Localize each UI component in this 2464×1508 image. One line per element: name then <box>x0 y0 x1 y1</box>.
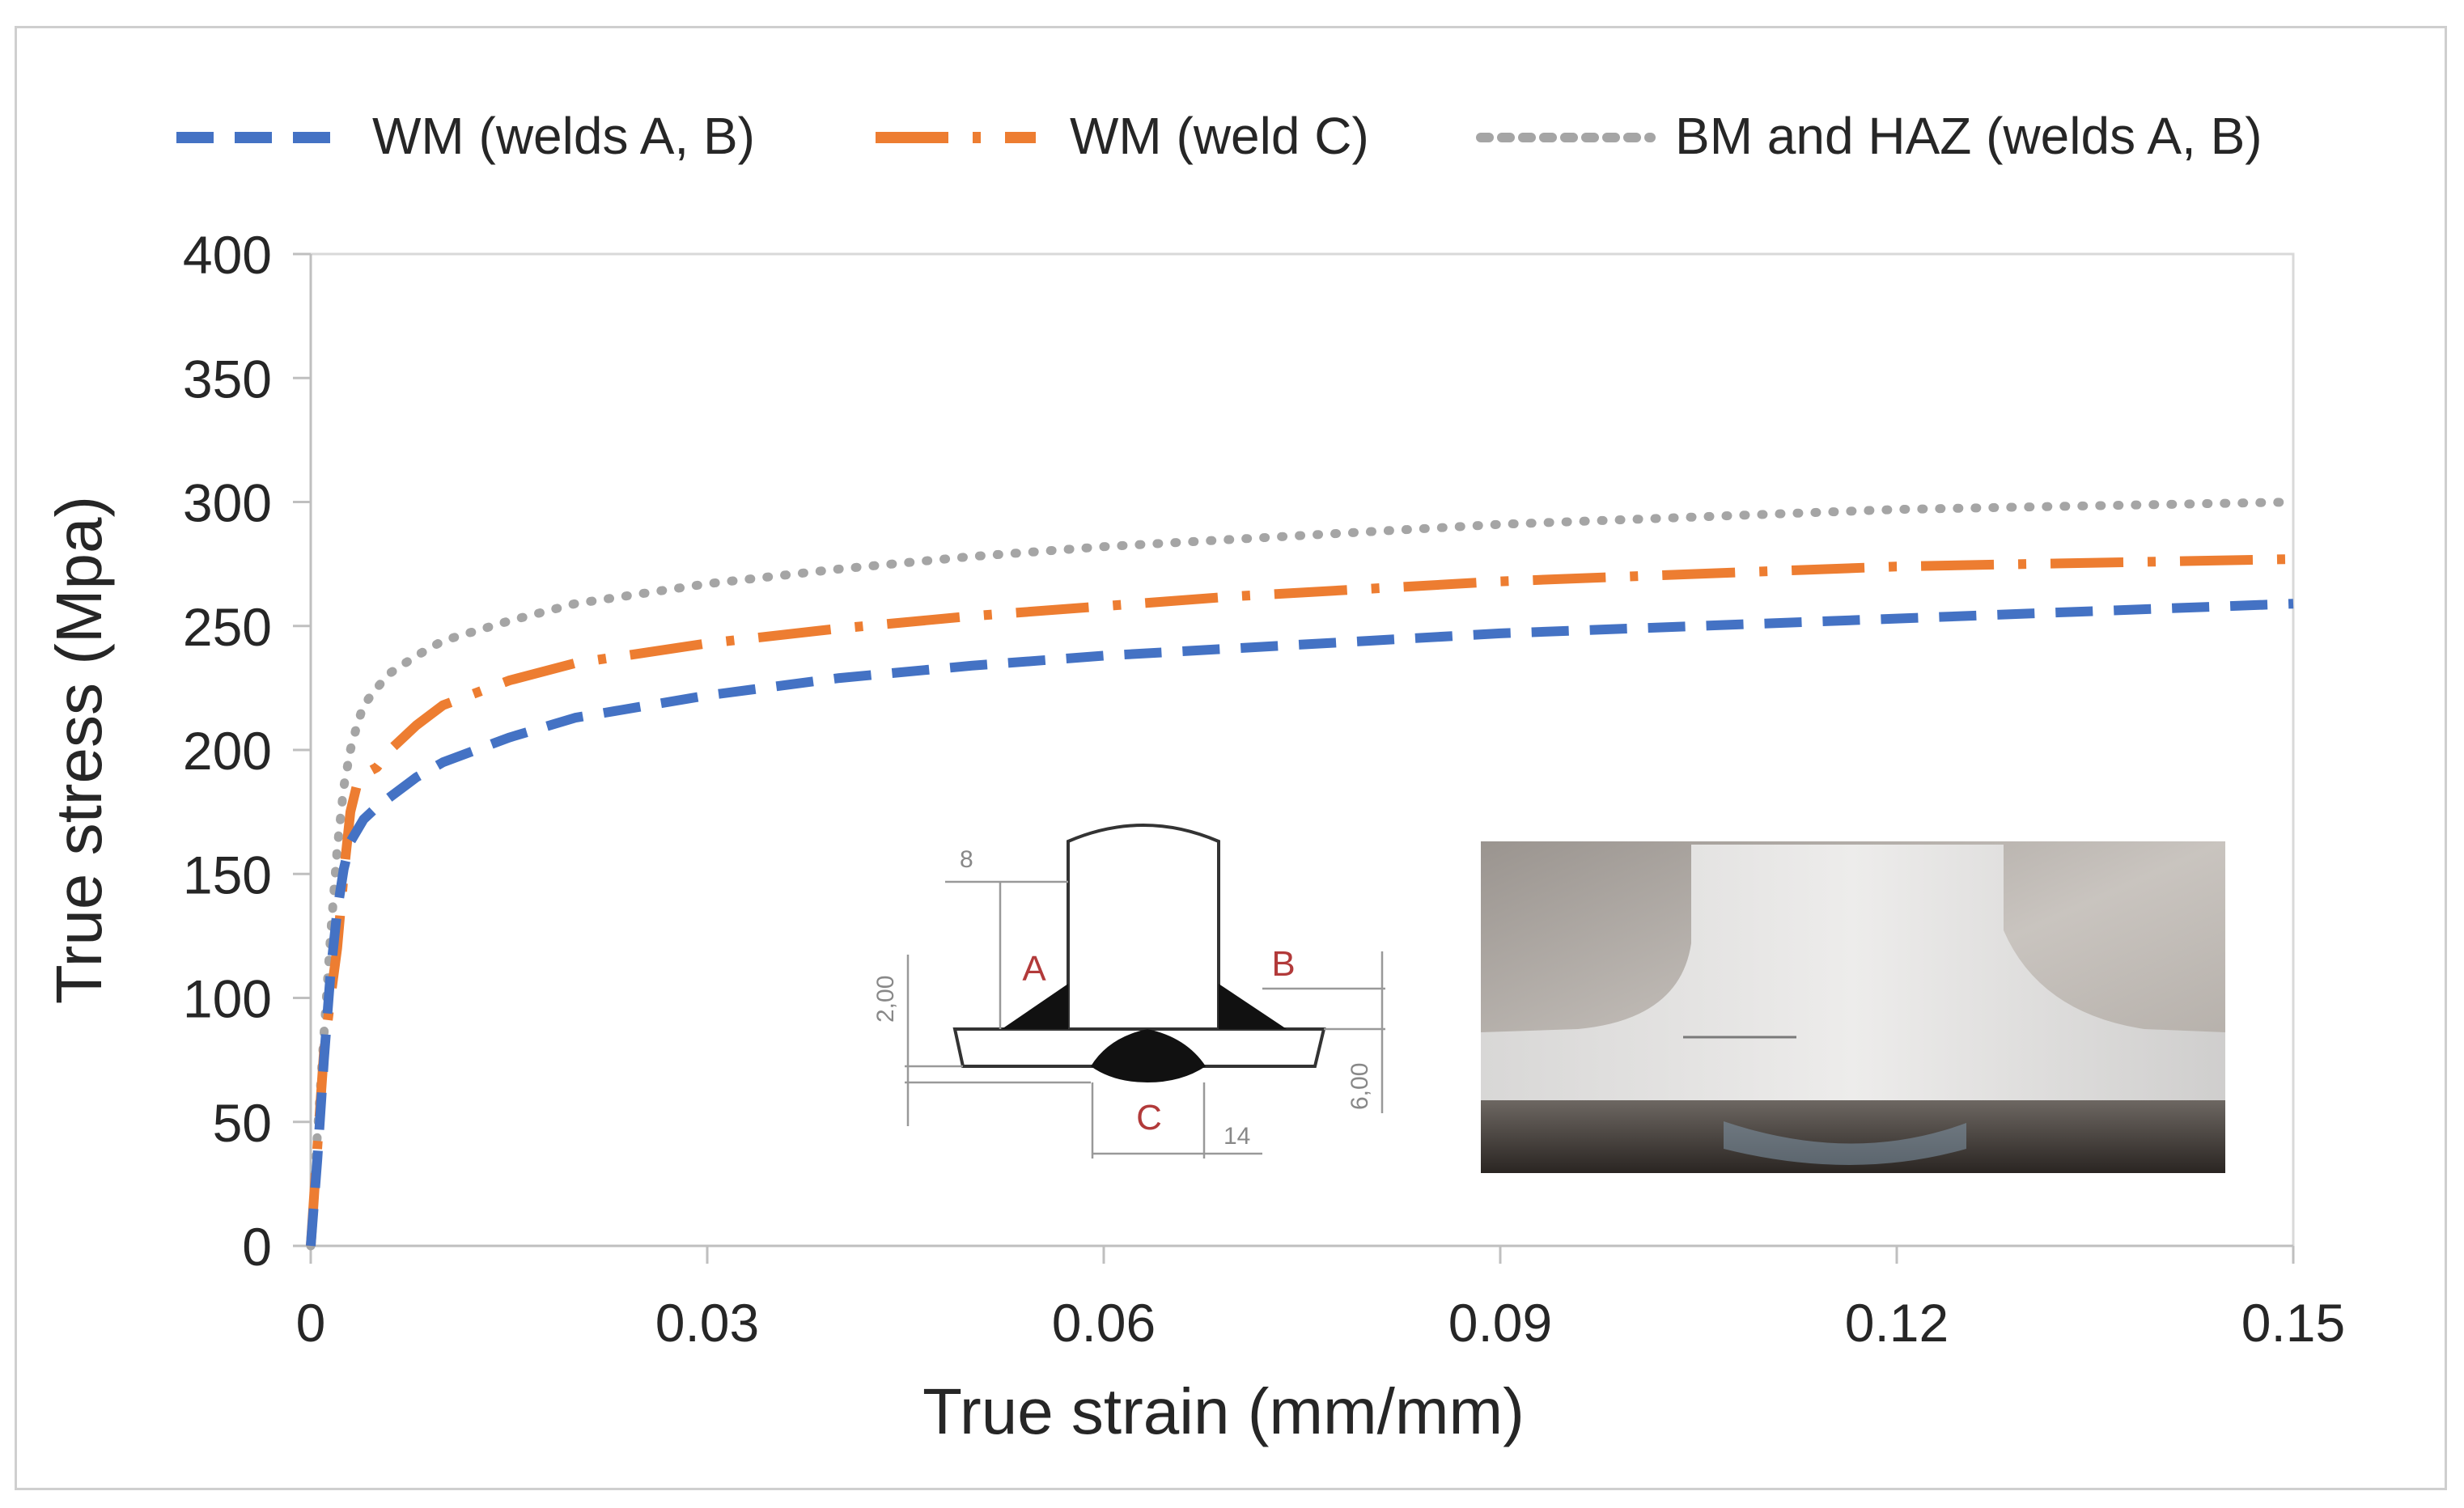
y-tick-label: 250 <box>183 597 272 657</box>
weld-cross-section-photo <box>1481 841 2225 1173</box>
drawing-dim-8: 8 <box>960 846 973 873</box>
x-tick-label: 0.06 <box>1052 1293 1156 1353</box>
drawing-weld-b <box>1219 984 1287 1029</box>
y-axis-ticks: 0 50 100 150 200 250 300 350 400 <box>183 225 311 1277</box>
legend-label-bm-haz: BM and HAZ (welds A, B) <box>1675 107 2263 165</box>
x-axis-title: True strain (mm/mm) <box>922 1375 1525 1447</box>
drawing-weld-c <box>1091 1029 1206 1082</box>
drawing-dim-14: 14 <box>1224 1123 1250 1150</box>
x-axis-ticks: 0 0.03 0.06 0.09 0.12 0.15 <box>296 1246 2345 1353</box>
drawing-label-c: C <box>1136 1098 1162 1137</box>
y-tick-label: 0 <box>242 1217 272 1277</box>
inset-weld-drawing: A B C 8 2,00 6,00 14 <box>872 824 1385 1159</box>
drawing-weld-a <box>1002 984 1068 1029</box>
x-tick-label: 0.15 <box>2241 1293 2345 1353</box>
y-tick-label: 50 <box>213 1093 272 1153</box>
drawing-dim-2: 2,00 <box>872 976 899 1023</box>
y-axis-title: True stress (Mpa) <box>43 496 115 1004</box>
legend-label-wm-welds-ab: WM (welds A, B) <box>372 107 755 165</box>
y-tick-label: 150 <box>183 845 272 904</box>
series-line-wm-weld-c <box>306 554 2294 1247</box>
y-tick-label: 350 <box>183 349 272 409</box>
drawing-stem <box>1067 824 1220 1029</box>
x-tick-label: 0.03 <box>655 1293 759 1353</box>
legend-label-wm-weld-c: WM (weld C) <box>1070 107 1369 165</box>
y-tick-label: 400 <box>183 225 272 285</box>
legend: WM (welds A, B) WM (weld C) BM and HAZ (… <box>176 107 2263 165</box>
drawing-dimension-lines <box>905 880 1385 1159</box>
drawing-dim-6: 6,00 <box>1347 1063 1373 1110</box>
series-layer <box>306 498 2298 1251</box>
drawing-label-b: B <box>1271 944 1295 984</box>
series-line-bm-and-haz-welds-a-b <box>306 498 2298 1251</box>
x-tick-label: 0 <box>296 1293 326 1353</box>
series-line-wm-welds-a-b <box>306 599 2294 1247</box>
y-tick-label: 200 <box>183 721 272 781</box>
plot-area: 0 50 100 150 200 250 300 350 400 0 0.03 0.06 0.09 0.… <box>183 225 2345 1353</box>
y-tick-label: 100 <box>183 969 272 1029</box>
y-tick-label: 300 <box>183 473 272 533</box>
drawing-label-a: A <box>1022 949 1046 989</box>
x-tick-label: 0.09 <box>1448 1293 1552 1353</box>
x-tick-label: 0.12 <box>1845 1293 1949 1353</box>
